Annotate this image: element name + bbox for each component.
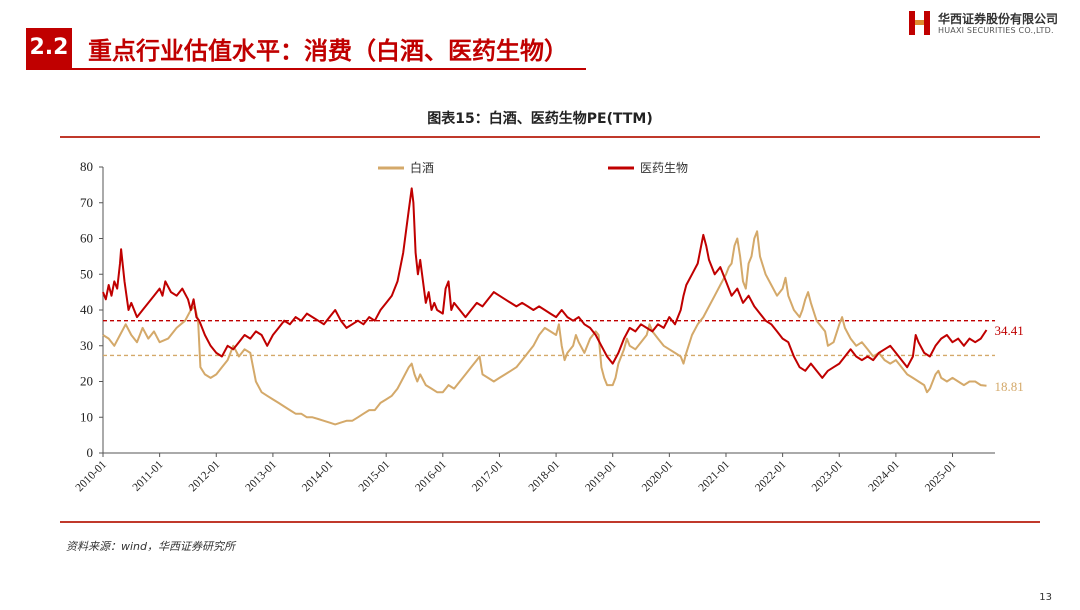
x-tick-label: 2014-01 (300, 458, 336, 494)
x-tick-label: 2022-01 (753, 458, 789, 494)
baijiu-end-label: 18.81 (995, 379, 1024, 394)
source-note: 资料来源：wind，华西证券研究所 (66, 540, 236, 553)
huaxi-logo-icon (909, 11, 930, 35)
page-title: 重点行业估值水平：消费（白酒、医药生物） (88, 37, 568, 65)
x-tick-label: 2016-01 (413, 458, 449, 494)
x-tick-label: 2013-01 (243, 458, 279, 494)
x-tick-label: 2012-01 (187, 458, 223, 494)
logo-name-en: HUAXI SECURITIES CO.,LTD. (938, 26, 1054, 35)
x-tick-label: 2019-01 (583, 458, 619, 494)
y-tick-label: 10 (80, 409, 93, 424)
x-tick-label: 2020-01 (640, 458, 676, 494)
y-tick-label: 80 (80, 159, 93, 174)
yiyao-series-line (102, 187, 988, 379)
chart-top-rule (60, 136, 1040, 138)
company-logo: 华西证券股份有限公司 HUAXI SECURITIES CO.,LTD. (908, 8, 1073, 40)
x-tick-label: 2021-01 (697, 458, 733, 494)
page-number: 13 (1039, 592, 1052, 603)
chart-bottom-rule (60, 521, 1040, 523)
x-tick-label: 2011-01 (130, 458, 165, 493)
chart-title: 图表15：白酒、医药生物PE(TTM) (427, 111, 653, 127)
logo-name-cn: 华西证券股份有限公司 (938, 12, 1059, 26)
x-tick-label: 2023-01 (810, 458, 846, 494)
legend-label-yiyao: 医药生物 (640, 161, 688, 175)
x-tick-label: 2024-01 (866, 458, 902, 494)
x-tick-label: 2018-01 (527, 458, 563, 494)
y-tick-label: 70 (80, 195, 93, 210)
y-tick-label: 50 (80, 266, 93, 281)
y-tick-label: 30 (80, 338, 93, 353)
legend-label-baijiu: 白酒 (410, 160, 434, 175)
x-tick-label: 2015-01 (357, 458, 393, 494)
section-number: 2.2 (26, 28, 72, 68)
y-tick-label: 20 (80, 374, 93, 389)
y-tick-label: 40 (80, 302, 93, 317)
title-underline (26, 68, 586, 70)
x-tick-label: 2017-01 (470, 458, 506, 494)
x-tick-label: 2010-01 (74, 458, 110, 494)
y-tick-label: 60 (80, 231, 93, 246)
y-tick-label: 0 (87, 445, 94, 460)
baijiu-series-line (102, 230, 987, 426)
x-tick-label: 2025-01 (923, 458, 959, 494)
yiyao-end-label: 34.41 (995, 323, 1024, 338)
